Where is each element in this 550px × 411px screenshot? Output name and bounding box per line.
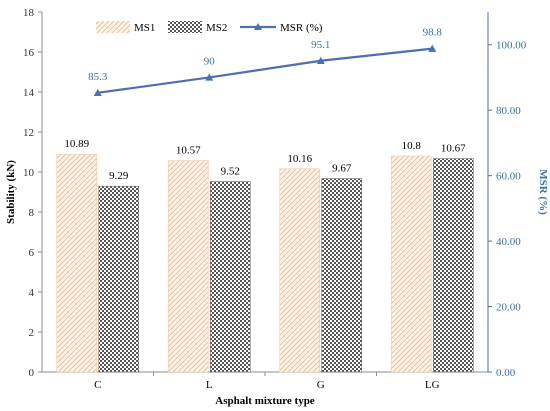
bar-ms1 xyxy=(167,160,209,373)
right-tick-label: 80.00 xyxy=(496,105,521,117)
bar-ms1-label: 10.8 xyxy=(402,140,422,152)
legend-label-ms1: MS1 xyxy=(134,22,155,34)
left-tick-label: 14 xyxy=(23,87,35,99)
msr-point-label: 85.3 xyxy=(88,71,108,83)
legend-label-msr: MSR (%) xyxy=(280,22,323,34)
msr-point xyxy=(205,73,214,81)
bar-ms2 xyxy=(98,185,140,373)
left-tick-label: 16 xyxy=(23,47,35,59)
y-axis-title: Stability (kN) xyxy=(5,160,17,224)
right-tick-label: 100.00 xyxy=(496,40,527,52)
y2-axis-title: MSR (%) xyxy=(537,169,549,215)
bar-ms1 xyxy=(279,168,321,373)
legend-label-ms2: MS2 xyxy=(206,22,227,34)
left-tick-label: 0 xyxy=(29,367,35,379)
axes-layer: 0 2 4 6 8 10 12 14 16 18 0.00 20.00 40.00 60.00 80.00 1… xyxy=(5,7,549,407)
bar-ms2 xyxy=(321,178,363,373)
right-tick-label: 40.00 xyxy=(496,236,521,248)
bar-ms2-label: 9.67 xyxy=(332,163,352,175)
x-tick-label: L xyxy=(206,379,213,391)
bar-ms1 xyxy=(56,153,98,373)
legend-swatch-ms1 xyxy=(96,21,130,33)
bar-ms2 xyxy=(432,158,474,373)
bar-ms2-label: 9.29 xyxy=(109,170,129,182)
msr-point-label: 98.8 xyxy=(423,27,443,39)
line-layer xyxy=(93,44,437,97)
x-tick-label: G xyxy=(317,379,325,391)
right-tick-label: 60.00 xyxy=(496,171,521,183)
legend-swatch-msr-marker xyxy=(254,23,262,30)
x-tick-label: C xyxy=(94,379,101,391)
left-tick-label: 10 xyxy=(23,167,35,179)
bars-layer xyxy=(56,153,474,373)
right-tick-label: 20.00 xyxy=(496,302,521,314)
legend: MS1 MS2 MSR (%) xyxy=(96,21,323,34)
msr-point-label: 90 xyxy=(204,55,216,67)
left-tick-label: 8 xyxy=(29,207,35,219)
bar-ms1 xyxy=(390,155,432,373)
left-tick-label: 6 xyxy=(29,247,35,259)
bar-ms1-label: 10.57 xyxy=(176,145,201,157)
msr-line xyxy=(97,47,433,94)
msr-point xyxy=(428,44,437,52)
labels-layer: 10.89 9.29 10.57 9.52 10.16 9.67 10.8 10.67 85.3… xyxy=(64,27,466,183)
msr-point-label: 95.1 xyxy=(311,39,330,51)
bar-ms2-label: 10.67 xyxy=(441,143,466,155)
bar-ms1-label: 10.89 xyxy=(64,138,89,150)
left-tick-label: 18 xyxy=(23,7,35,19)
bar-ms1-label: 10.16 xyxy=(287,153,312,165)
left-tick-label: 2 xyxy=(29,327,35,339)
x-tick-label: LG xyxy=(425,379,440,391)
legend-swatch-ms2 xyxy=(168,21,202,33)
right-tick-label: 0.00 xyxy=(496,367,516,379)
bar-ms2-label: 9.52 xyxy=(221,166,240,178)
x-axis-title: Asphalt mixture type xyxy=(215,395,315,407)
left-tick-label: 12 xyxy=(23,127,34,139)
msr-point xyxy=(316,56,325,64)
msr-point xyxy=(93,88,102,97)
bar-ms2 xyxy=(209,181,251,373)
left-tick-label: 4 xyxy=(29,287,35,299)
